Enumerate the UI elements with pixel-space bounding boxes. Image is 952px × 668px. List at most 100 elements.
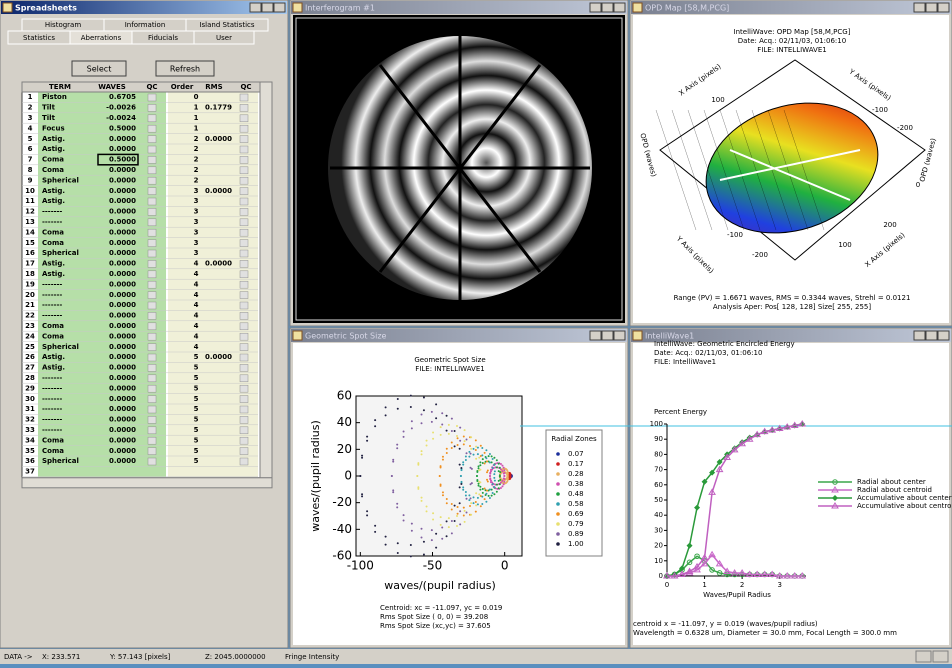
spot-point — [421, 450, 423, 452]
spot-point — [466, 498, 468, 500]
qc-box[interactable] — [148, 427, 156, 434]
qc-box[interactable] — [148, 437, 156, 444]
qc-box[interactable] — [148, 448, 156, 455]
qc-box[interactable] — [240, 427, 248, 434]
close-button[interactable] — [938, 3, 949, 12]
minimize-button[interactable] — [914, 3, 925, 12]
qc-box[interactable] — [240, 125, 248, 132]
qc-box[interactable] — [148, 344, 156, 351]
qc-box[interactable] — [148, 354, 156, 361]
qc-box[interactable] — [240, 302, 248, 309]
qc-box[interactable] — [240, 458, 248, 465]
qc-box[interactable] — [240, 136, 248, 143]
qc-box[interactable] — [148, 229, 156, 236]
qc-box[interactable] — [148, 188, 156, 195]
qc-box[interactable] — [148, 167, 156, 174]
close-button[interactable] — [274, 3, 285, 12]
qc-box[interactable] — [148, 104, 156, 111]
qc-box[interactable] — [148, 396, 156, 403]
qc-box[interactable] — [148, 458, 156, 465]
qc-box[interactable] — [148, 364, 156, 371]
qc-box[interactable] — [148, 292, 156, 299]
spot-point — [411, 530, 413, 532]
close-button[interactable] — [614, 3, 625, 12]
qc-box[interactable] — [240, 229, 248, 236]
qc-box[interactable] — [148, 406, 156, 413]
qc-box[interactable] — [148, 385, 156, 392]
qc-box[interactable] — [148, 375, 156, 382]
qc-box[interactable] — [240, 271, 248, 278]
qc-box[interactable] — [240, 167, 248, 174]
qc-box[interactable] — [148, 177, 156, 184]
qc-box[interactable] — [240, 156, 248, 163]
minimize-button[interactable] — [590, 3, 601, 12]
order: 0 — [194, 93, 199, 101]
maximize-button[interactable] — [262, 3, 273, 12]
qc-box[interactable] — [240, 250, 248, 257]
qc-box[interactable] — [240, 219, 248, 226]
qc-box[interactable] — [240, 448, 248, 455]
qc-box[interactable] — [148, 302, 156, 309]
qc-box[interactable] — [240, 208, 248, 215]
qc-box[interactable] — [240, 385, 248, 392]
qc-box[interactable] — [240, 292, 248, 299]
minimize-button[interactable] — [590, 331, 601, 340]
qc-box[interactable] — [148, 281, 156, 288]
qc-box[interactable] — [240, 375, 248, 382]
qc-box[interactable] — [240, 177, 248, 184]
qc-box[interactable] — [148, 219, 156, 226]
spot-point — [498, 470, 500, 472]
qc-box[interactable] — [148, 208, 156, 215]
qc-box[interactable] — [240, 416, 248, 423]
qc-box[interactable] — [240, 240, 248, 247]
status-button[interactable] — [916, 651, 931, 662]
qc-box[interactable] — [240, 260, 248, 267]
minimize-button[interactable] — [250, 3, 261, 12]
qc-box[interactable] — [240, 333, 248, 340]
qc-box[interactable] — [240, 281, 248, 288]
maximize-button[interactable] — [926, 331, 937, 340]
qc-box[interactable] — [240, 188, 248, 195]
qc-box[interactable] — [148, 156, 156, 163]
qc-box[interactable] — [148, 146, 156, 153]
qc-box[interactable] — [148, 94, 156, 101]
maximize-button[interactable] — [602, 3, 613, 12]
qc-box[interactable] — [148, 125, 156, 132]
qc-box[interactable] — [148, 250, 156, 257]
qc-box[interactable] — [148, 323, 156, 330]
qc-box[interactable] — [240, 354, 248, 361]
qc-box[interactable] — [148, 115, 156, 122]
qc-box[interactable] — [240, 323, 248, 330]
qc-box[interactable] — [240, 146, 248, 153]
spot-point — [485, 457, 487, 459]
qc-box[interactable] — [148, 312, 156, 319]
maximize-button[interactable] — [926, 3, 937, 12]
qc-box[interactable] — [148, 416, 156, 423]
waves: 0.0000 — [109, 457, 136, 465]
qc-box[interactable] — [240, 104, 248, 111]
qc-box[interactable] — [148, 333, 156, 340]
term: Astig. — [42, 364, 65, 372]
spot-point — [431, 421, 433, 423]
legend-label: Radial about centroid — [857, 486, 932, 494]
qc-box[interactable] — [240, 406, 248, 413]
qc-box[interactable] — [240, 364, 248, 371]
qc-box[interactable] — [240, 312, 248, 319]
status-button[interactable] — [933, 651, 948, 662]
tick-label: 100 — [838, 241, 851, 249]
close-button[interactable] — [614, 331, 625, 340]
qc-box[interactable] — [240, 396, 248, 403]
qc-box[interactable] — [148, 240, 156, 247]
qc-box[interactable] — [240, 437, 248, 444]
close-button[interactable] — [938, 331, 949, 340]
qc-box[interactable] — [148, 260, 156, 267]
qc-box[interactable] — [240, 344, 248, 351]
qc-box[interactable] — [240, 198, 248, 205]
minimize-button[interactable] — [914, 331, 925, 340]
qc-box[interactable] — [148, 271, 156, 278]
qc-box[interactable] — [240, 115, 248, 122]
maximize-button[interactable] — [602, 331, 613, 340]
qc-box[interactable] — [240, 94, 248, 101]
qc-box[interactable] — [148, 198, 156, 205]
qc-box[interactable] — [148, 136, 156, 143]
